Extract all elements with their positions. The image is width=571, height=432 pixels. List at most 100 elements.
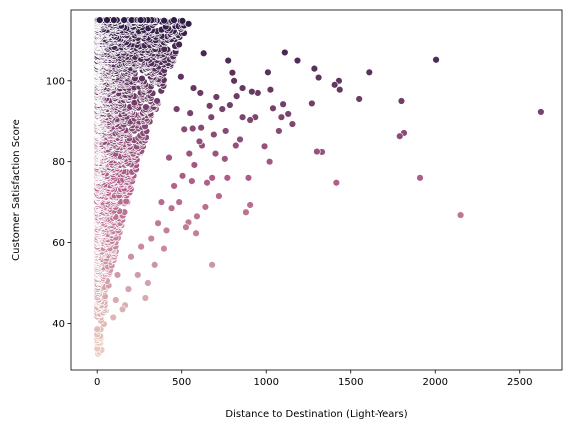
scatter-point (142, 103, 150, 111)
x-tick-label: 2000 (423, 377, 448, 388)
scatter-point (238, 113, 247, 121)
x-axis-title: Distance to Destination (Light-Years) (225, 409, 407, 420)
scatter-point (432, 56, 440, 64)
scatter-point (162, 226, 171, 235)
scatter-point (154, 219, 162, 227)
scatter-point (197, 124, 205, 132)
scatter-point (236, 135, 244, 144)
scatter-point (232, 141, 240, 150)
scatter-point (397, 97, 406, 105)
scatter-point (215, 192, 223, 200)
scatter-point (238, 84, 247, 92)
y-tick-label: 100 (46, 76, 65, 87)
scatter-point (277, 113, 286, 121)
x-tick-label: 1000 (253, 377, 278, 388)
scatter-point (218, 105, 226, 113)
scatter-point (118, 305, 127, 314)
scatter-point (248, 88, 256, 96)
scatter-point (137, 16, 145, 24)
scatter-point (313, 147, 321, 156)
scatter-point (416, 174, 424, 182)
scatter-point (242, 208, 250, 216)
scatter-point (120, 16, 128, 24)
scatter-point (264, 68, 272, 76)
scatter-point (193, 212, 201, 220)
y-tick-label: 60 (52, 238, 65, 249)
scatter-point (185, 149, 194, 158)
scatter-point (180, 125, 188, 134)
scatter-point (137, 242, 145, 251)
scatter-point (208, 174, 216, 182)
scatter-point (177, 73, 185, 81)
scatter-point (199, 49, 208, 57)
y-axis-title: Customer Satisfaction Score (11, 119, 22, 261)
scatter-point (134, 271, 142, 279)
scatter-point (228, 68, 237, 77)
scatter-point (109, 313, 117, 322)
scatter-point (157, 198, 166, 206)
scatter-point (230, 77, 238, 85)
scatter-point (103, 16, 111, 24)
scatter-point (113, 271, 122, 279)
scatter-point (246, 201, 254, 209)
scatter-point (365, 68, 374, 76)
scatter-point (224, 56, 232, 65)
scatter-point (244, 174, 253, 182)
scatter-point (160, 244, 168, 253)
scatter-point (170, 16, 178, 24)
scatter-point (281, 48, 289, 57)
scatter-point (141, 294, 150, 302)
scatter-point (124, 285, 133, 293)
scatter-point (537, 108, 545, 116)
scatter-point (150, 261, 159, 269)
scatter-point (207, 113, 215, 121)
scatter-point (211, 149, 220, 158)
scatter-point (212, 93, 221, 101)
plot-area (70, 9, 563, 371)
scatter-point (275, 127, 283, 135)
scatter-point (188, 124, 197, 133)
scatter-point (172, 105, 181, 113)
scatter-point (260, 142, 269, 151)
scatter-point (147, 234, 155, 243)
scatter-point (188, 177, 196, 185)
scatter-point (170, 182, 178, 190)
scatter-point (310, 64, 319, 73)
scatter-point (226, 101, 234, 109)
scatter-point (153, 97, 161, 105)
scatter-point (165, 153, 173, 162)
scatter-point (223, 174, 232, 182)
x-tick-label: 500 (172, 377, 191, 388)
scatter-point (189, 84, 198, 92)
scatter-point (355, 95, 363, 103)
scatter-point (254, 89, 262, 97)
scatter-point (266, 85, 275, 94)
axes-spines (70, 9, 563, 371)
scatter-point (314, 73, 323, 82)
x-axis: 0 500 1000 1500 2000 2500 (94, 370, 532, 388)
x-tick-label: 1500 (338, 377, 363, 388)
scatter-point (232, 92, 241, 100)
y-tick-label: 40 (52, 319, 65, 330)
scatter-point (138, 74, 146, 83)
scatter-point (160, 16, 168, 25)
scatter-point (279, 100, 287, 108)
scatter-point (221, 127, 230, 135)
scatter-point (195, 137, 204, 146)
scatter-point (184, 20, 193, 28)
x-tick-label: 0 (94, 377, 100, 388)
scatter-point (178, 172, 187, 180)
scatter-point (246, 116, 254, 124)
scatter-point (196, 89, 205, 97)
scatter-point (127, 253, 135, 261)
scatter-point (330, 81, 339, 89)
scatter-point (110, 16, 118, 24)
x-tick-label: 2500 (507, 377, 532, 388)
scatter-point (203, 179, 211, 187)
scatter-point (210, 130, 218, 139)
scatter-point (96, 16, 104, 24)
scatter-point (93, 325, 101, 333)
scatter-point (396, 132, 404, 140)
scatter-point (269, 104, 277, 112)
